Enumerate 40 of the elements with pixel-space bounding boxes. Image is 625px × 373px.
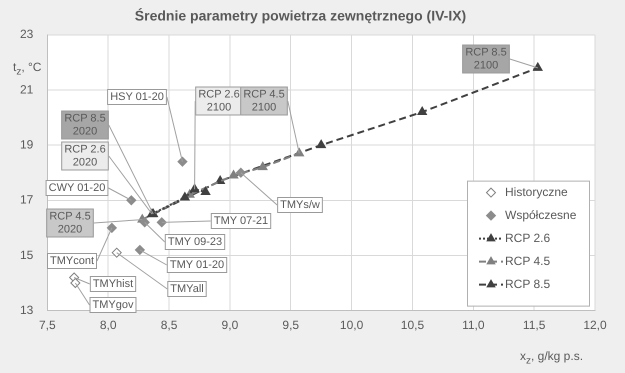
y-tick-label: 19: [20, 137, 34, 152]
y-tick-label: 17: [20, 192, 34, 207]
annotation: RCP 4.5 2020: [49, 210, 91, 236]
chart-title: Średnie parametry powietrza zewnętrznego (IV-IX): [134, 7, 466, 24]
legend-label: RCP 8.5: [505, 276, 550, 291]
annotation: RCP 2.6 2020: [64, 144, 106, 169]
legend-label: RCP 2.6: [505, 230, 550, 245]
x-tick-label: 9,0: [222, 318, 239, 332]
y-axis-title: t$_{z}$, °C: [13, 60, 42, 78]
annotation: RCP 8.5 2100: [465, 46, 507, 72]
x-tick-label: 7,5: [39, 318, 56, 332]
y-tick-label: 13: [20, 302, 34, 317]
x-tick-label: 10,0: [340, 318, 364, 332]
annotation: CWY 01-20: [48, 182, 106, 194]
annotation: TMYcont: [50, 255, 94, 268]
annotation: RCP 4.5 2100: [243, 88, 285, 114]
annotation: RCP 8.5 2020: [64, 112, 106, 138]
legend-label: RCP 4.5: [505, 254, 550, 268]
y-tick-label: 23: [20, 27, 34, 42]
x-tick-label: 12,0: [583, 318, 607, 332]
x-tick-label: 11,5: [522, 318, 546, 332]
annotation: TMYgov: [92, 299, 134, 312]
annotation: TMYs/w: [280, 199, 320, 212]
y-tick-label: 21: [20, 82, 34, 96]
annotation: TMYall: [170, 283, 204, 296]
annotation: TMY 07-21: [214, 215, 268, 228]
x-tick-label: 11,0: [462, 318, 485, 332]
x-tick-label: 8,0: [100, 318, 117, 332]
legend-label: Historyczne: [505, 184, 568, 199]
annotation: RCP 2.6 2100: [198, 88, 240, 114]
x-tick-label: 10,5: [400, 318, 424, 332]
annotation: TMY 01-20: [170, 259, 224, 272]
y-tick-label: 15: [20, 248, 34, 262]
x-tick-label: 9,5: [282, 318, 300, 332]
legend-label: Współczesne: [505, 208, 577, 222]
annotation: TMYhist: [92, 278, 134, 290]
annotation: TMY 09-23: [168, 236, 222, 248]
x-axis-title: x$_{z}$, g/kg p.s.: [520, 349, 584, 366]
x-tick-label: 8,5: [160, 318, 178, 332]
annotation: HSY 01-20: [110, 91, 164, 104]
